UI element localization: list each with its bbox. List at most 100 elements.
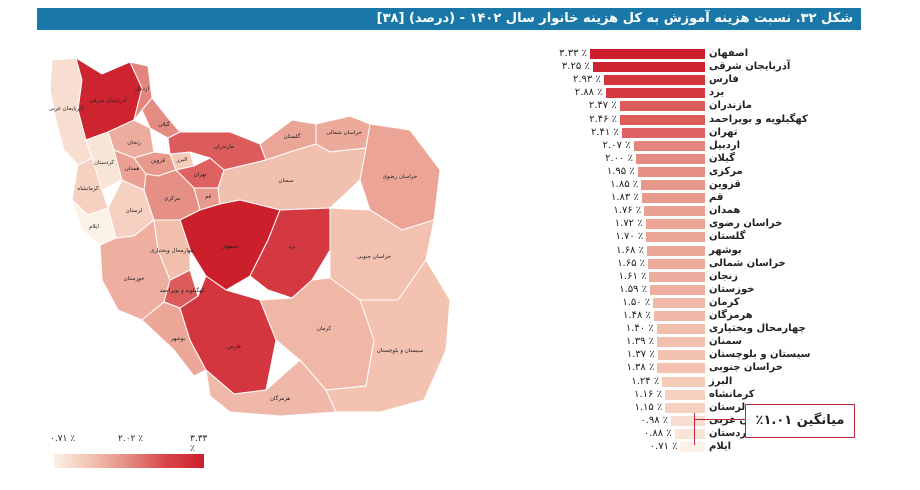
map-region-label: زنجان <box>127 140 141 146</box>
map-region-label: گلستان <box>284 133 301 140</box>
bar-row: ۱.۷۶ ٪ همدان <box>520 205 780 218</box>
bar-row: ۱.۴۰ ٪ چهارمحال وبختیاری <box>520 323 806 336</box>
legend-max-label: ۳.۳۳ ٪ <box>190 434 208 454</box>
map-region-label: اردبیل <box>135 86 149 92</box>
average-label-box: میانگین ۱.۰۱٪ <box>745 404 855 438</box>
bar-row: ۱.۸۳ ٪ قم <box>520 192 780 205</box>
bar-value-label: ۱.۶۸ ٪ <box>616 244 644 256</box>
bar <box>646 232 705 243</box>
map-region-label: چهارمحال وبختیاری <box>150 248 194 254</box>
map-region <box>325 259 451 413</box>
legend-mid-label: ۲.۰۲ ٪ <box>118 434 144 444</box>
bar-value-label: ۰.۹۸ ٪ <box>640 414 669 426</box>
bar-category-label: مرکزی <box>709 165 743 177</box>
map-region-label: خراسان رضوی <box>383 174 418 180</box>
bar <box>603 75 705 86</box>
bar-category-label: یزد <box>709 87 725 99</box>
bar-value-label: ۱.۳۸ ٪ <box>626 362 655 374</box>
map-region-label: قزوین <box>151 158 165 164</box>
bar <box>656 337 705 348</box>
bar-row: ۱.۷۲ ٪ خراسان رضوی <box>520 218 782 231</box>
map-region-label: تهران <box>194 172 207 178</box>
bar-category-label: کردستان <box>709 427 753 439</box>
bar-category-label: خوزستان <box>709 283 755 295</box>
bar-category-label: اصفهان <box>709 48 749 59</box>
bar-value-label: ۰.۸۸ ٪ <box>643 427 672 439</box>
map-region-label: هرمزگان <box>270 395 290 402</box>
bar-value-label: ۲.۴۷ ٪ <box>588 100 617 112</box>
bar-value-label: ۱.۶۱ ٪ <box>618 270 647 282</box>
map-region-label: همدان <box>125 166 140 172</box>
bar-row: ۲.۴۷ ٪ مازندران <box>520 100 780 113</box>
bar-value-label: ۱.۷۰ ٪ <box>615 231 644 243</box>
bar-row: ۱.۵۹ ٪ خوزستان <box>520 284 780 297</box>
bar-row: ۱.۷۰ ٪ گلستان <box>520 231 780 244</box>
map-region-label: کرمانشاه <box>77 185 99 192</box>
bar <box>664 389 705 400</box>
bar <box>650 284 705 295</box>
bar <box>674 428 705 439</box>
figure-title: شکل ۳۲. نسبت هزینه آموزش به کل هزینه خان… <box>37 8 861 30</box>
bar <box>680 442 705 452</box>
bar-value-label: ۱.۳۹ ٪ <box>626 336 654 348</box>
map-region-label: کرمان <box>317 325 332 332</box>
bar-row: ۲.۰۰ ٪ گیلان <box>520 153 780 166</box>
bar-value-label: ۱.۵۹ ٪ <box>619 283 648 295</box>
bar-category-label: اردبیل <box>709 139 741 151</box>
bar-value-label: ۲.۹۳ ٪ <box>572 74 601 86</box>
bar-row: ۱.۳۸ ٪ خراسان جنوبی <box>520 362 783 375</box>
bar <box>620 114 705 125</box>
map-region-label: کهگیلویه و بویراحمد <box>159 287 204 294</box>
bar <box>641 180 705 190</box>
map-region-label: مازندران <box>214 144 234 150</box>
bar <box>665 402 705 413</box>
bar <box>633 140 705 151</box>
bar-category-label: زنجان <box>709 270 739 282</box>
map-region-label: یزد <box>288 244 295 250</box>
average-marker-line <box>694 413 695 445</box>
bar <box>592 62 705 73</box>
bar-row: ۳.۲۵ ٪ آذربایجان شرقی <box>520 61 790 74</box>
bar-category-label: بوشهر <box>709 244 742 256</box>
map-region-label: سمنان <box>278 178 294 184</box>
map-region-label: خراسان جنوبی <box>357 254 391 260</box>
bar-category-label: هرمزگان <box>709 310 753 321</box>
bar-value-label: ۱.۱۶ ٪ <box>634 388 662 400</box>
bar-value-label: ۱.۶۵ ٪ <box>617 257 646 269</box>
bar <box>671 415 705 426</box>
map-region-label: آذربایجان غربی <box>49 105 84 112</box>
map-region-label: سیستان و بلوچستان <box>377 348 424 354</box>
bar-row: ۱.۱۶ ٪ کرمانشاه <box>520 389 780 402</box>
bar-category-label: مازندران <box>709 100 752 112</box>
bar-value-label: ۱.۷۶ ٪ <box>613 205 642 217</box>
bar-value-label: ۱.۳۷ ٪ <box>626 349 655 361</box>
bar-category-label: قم <box>709 192 724 204</box>
map-region-label: لرستان <box>126 208 143 214</box>
bar-category-label: گلستان <box>709 231 746 243</box>
bar-category-label: قزوین <box>709 179 741 190</box>
bar-value-label: ۳.۳۳ ٪ <box>559 48 587 59</box>
bar-value-label: ۲.۴۱ ٪ <box>590 126 619 138</box>
bar-row: ۱.۸۵ ٪ قزوین <box>520 179 780 192</box>
bar-row: ۰.۸۸ ٪ کردستان <box>520 428 780 441</box>
bar <box>653 311 705 321</box>
map-region-label: کردستان <box>94 159 114 166</box>
bar-category-label: سیستان و بلوچستان <box>709 349 811 361</box>
bar-row: ۲.۰۷ ٪ اردبیل <box>520 140 780 153</box>
bar-value-label: ۱.۱۵ ٪ <box>634 401 663 413</box>
bar <box>645 219 705 230</box>
bar-value-label: ۲.۸۸ ٪ <box>574 87 603 99</box>
bar-value-label: ۲.۰۷ ٪ <box>602 139 631 151</box>
bar-value-label: ۲.۴۶ ٪ <box>589 113 618 125</box>
bar-category-label: فارس <box>709 74 739 86</box>
bar-row: ۱.۵۰ ٪ کرمان <box>520 297 780 310</box>
bar-row: ۱.۲۴ ٪ البرز <box>520 376 780 389</box>
legend-min-label: ۰.۷۱ ٪ <box>50 434 76 444</box>
bar <box>619 101 705 112</box>
map-region-label: مرکزی <box>164 195 180 202</box>
bar <box>657 350 705 361</box>
bar-category-label: سمنان <box>709 336 742 348</box>
bar <box>653 297 705 308</box>
bar-row: ۲.۹۳ ٪ فارس <box>520 74 780 87</box>
bar-category-label: کهگیلویه و بویراحمد <box>709 113 808 125</box>
